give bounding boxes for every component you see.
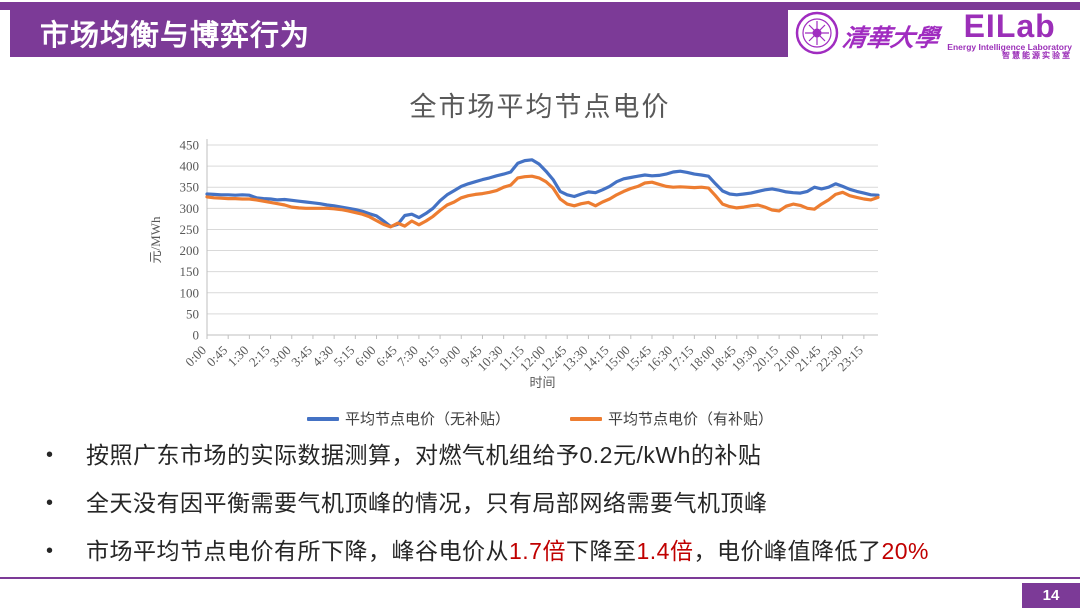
y-axis-tick-label: 200 bbox=[180, 243, 200, 258]
eilab-subtitle-cn: 智慧能源实验室 bbox=[1002, 50, 1072, 60]
page-title: 市场均衡与博弈行为 bbox=[40, 20, 311, 52]
eilab-logo: EILab Energy Intelligence Laboratory 智慧能… bbox=[947, 10, 1072, 60]
x-axis-tick-label: 23:15 bbox=[834, 343, 866, 375]
bullet-item: • 按照广东市场的实际数据测算，对燃气机组给予0.2元/kWh的补贴 bbox=[40, 441, 1050, 470]
x-axis-title: 时间 bbox=[529, 375, 555, 390]
chart-legend: 平均节点电价（无补贴） 平均节点电价（有补贴） bbox=[306, 408, 773, 429]
page-number-badge: 14 bbox=[1022, 583, 1080, 608]
series-line-0 bbox=[205, 158, 880, 229]
series-line-1 bbox=[205, 174, 880, 229]
legend-item: 平均节点电价（有补贴） bbox=[570, 408, 773, 429]
tsinghua-seal-icon bbox=[795, 11, 839, 60]
legend-line-swatch-icon bbox=[570, 416, 602, 421]
bullet-item: • 全天没有因平衡需要气机顶峰的情况，只有局部网络需要气机顶峰 bbox=[40, 489, 1050, 518]
y-axis-tick-label: 0 bbox=[193, 328, 200, 343]
text-segment: 市场平均节点电价有所下降，峰谷电价从 bbox=[86, 538, 509, 564]
legend-label: 平均节点电价（无补贴） bbox=[344, 411, 510, 428]
chart-title: 全市场平均节点电价 bbox=[409, 92, 671, 122]
y-axis-tick-label: 250 bbox=[180, 222, 200, 237]
page-number: 14 bbox=[1042, 587, 1060, 604]
y-axis-tick-label: 450 bbox=[180, 138, 200, 153]
y-axis-tick-label: 400 bbox=[180, 159, 200, 174]
bottom-accent-line bbox=[0, 577, 1080, 579]
highlighted-text: 1.7倍 bbox=[509, 538, 566, 564]
y-axis-tick-label: 350 bbox=[180, 180, 200, 195]
highlighted-text: 20% bbox=[881, 538, 930, 564]
bullet-marker: • bbox=[46, 540, 54, 562]
y-axis-tick-label: 300 bbox=[180, 201, 200, 216]
highlighted-text: 1.4倍 bbox=[636, 538, 694, 564]
bullet-text: 市场平均节点电价有所下降，峰谷电价从1.7倍下降至1.4倍，电价峰值降低了20% bbox=[86, 537, 1050, 566]
text-segment: ，电价峰值降低了 bbox=[693, 538, 882, 564]
chart-plot-area: 050100150200250300350400450元/MWh0:000:45… bbox=[148, 138, 880, 390]
top-accent-strip bbox=[0, 2, 1080, 10]
y-axis-tick-label: 100 bbox=[180, 285, 200, 300]
text-segment: 下降至 bbox=[565, 538, 637, 564]
eilab-wordmark: EILab bbox=[963, 8, 1056, 45]
bullet-item: • 市场平均节点电价有所下降，峰谷电价从1.7倍下降至1.4倍，电价峰值降低了20… bbox=[40, 537, 1050, 566]
bullet-text: 按照广东市场的实际数据测算，对燃气机组给予0.2元/kWh的补贴 bbox=[86, 441, 1050, 470]
y-axis-title: 元/MWh bbox=[148, 216, 163, 263]
bullet-marker: • bbox=[46, 492, 54, 514]
tsinghua-logo: 清華大學 bbox=[795, 11, 941, 60]
legend-label: 平均节点电价（有补贴） bbox=[608, 411, 774, 428]
bullet-marker: • bbox=[46, 444, 54, 466]
text-segment: 按照广东市场的实际数据测算，对燃气机组给予0.2元/kWh的补贴 bbox=[86, 442, 762, 468]
y-axis-tick-label: 50 bbox=[186, 306, 199, 321]
eilab-subtitle-en: Energy Intelligence Laboratory bbox=[947, 42, 1072, 53]
tsinghua-wordmark: 清華大學 bbox=[840, 25, 941, 52]
legend-item: 平均节点电价（无补贴） bbox=[306, 408, 510, 429]
legend-line-swatch-icon bbox=[306, 416, 339, 421]
logo-area: 清華大學 EILab Energy Intelligence Laborator… bbox=[792, 10, 1072, 60]
price-chart: 全市场平均节点电价 0 50 100 150 200 250 300 350 400 450 元/M… bbox=[0, 85, 1080, 429]
bullet-list: • 按照广东市场的实际数据测算，对燃气机组给予0.2元/kWh的补贴 • 全天没有因平… bbox=[40, 441, 1050, 585]
slide-header: 市场均衡与博弈行为 bbox=[10, 9, 788, 57]
bullet-text: 全天没有因平衡需要气机顶峰的情况，只有局部网络需要气机顶峰 bbox=[86, 489, 1050, 518]
y-axis-tick-label: 150 bbox=[180, 264, 200, 279]
text-segment: 全天没有因平衡需要气机顶峰的情况，只有局部网络需要气机顶峰 bbox=[86, 490, 768, 516]
